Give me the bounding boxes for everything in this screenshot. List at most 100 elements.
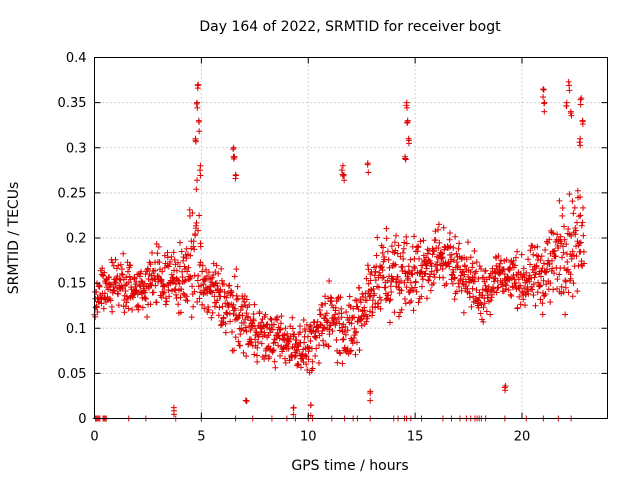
data-point xyxy=(380,244,387,251)
data-point xyxy=(521,285,528,292)
data-point xyxy=(493,289,500,296)
data-point xyxy=(577,142,584,149)
data-point xyxy=(566,191,573,198)
data-point xyxy=(563,241,570,248)
data-point xyxy=(237,342,244,349)
data-point xyxy=(166,293,173,300)
data-point xyxy=(269,326,276,333)
data-point xyxy=(170,249,177,256)
data-point xyxy=(383,225,390,232)
data-point xyxy=(425,277,432,284)
data-point xyxy=(218,277,225,284)
data-point xyxy=(101,269,108,276)
data-point xyxy=(260,323,267,330)
data-point xyxy=(371,290,378,297)
data-point xyxy=(577,135,584,142)
data-point xyxy=(578,222,585,229)
data-point xyxy=(382,284,389,291)
data-point xyxy=(95,299,102,306)
data-point xyxy=(129,306,136,313)
data-point xyxy=(508,293,515,300)
data-point xyxy=(400,255,407,262)
data-point xyxy=(341,344,348,351)
data-point xyxy=(447,256,454,263)
data-point xyxy=(366,293,373,300)
data-point xyxy=(243,397,250,404)
data-point xyxy=(230,144,237,151)
data-point xyxy=(556,271,563,278)
y-axis-title: SRMTID / TECUs xyxy=(6,182,22,295)
data-point xyxy=(554,231,561,238)
data-point xyxy=(357,299,364,306)
data-point xyxy=(184,297,191,304)
data-point xyxy=(349,340,356,347)
data-point xyxy=(397,309,404,316)
data-point xyxy=(336,320,343,327)
data-point xyxy=(462,263,469,270)
data-point xyxy=(234,283,241,290)
data-point xyxy=(576,213,583,220)
data-point xyxy=(264,321,271,328)
data-point xyxy=(263,321,270,328)
data-point xyxy=(527,261,534,268)
data-point xyxy=(183,245,190,252)
data-point xyxy=(92,313,99,320)
data-point xyxy=(252,325,259,332)
data-point xyxy=(352,297,359,304)
x-tick-label: 15 xyxy=(407,430,424,445)
data-point xyxy=(191,246,198,253)
data-point xyxy=(410,307,417,314)
data-point xyxy=(214,282,221,289)
data-point xyxy=(218,265,225,272)
data-point xyxy=(243,328,250,335)
data-point xyxy=(289,325,296,332)
data-point xyxy=(223,294,230,301)
data-point xyxy=(317,311,324,318)
data-point xyxy=(196,118,203,125)
data-point xyxy=(123,299,130,306)
data-point xyxy=(371,272,378,279)
data-point xyxy=(196,212,203,219)
data-point xyxy=(193,100,200,107)
data-point xyxy=(469,285,476,292)
x-tick-label: 20 xyxy=(514,430,531,445)
data-point xyxy=(327,294,334,301)
data-point xyxy=(497,269,504,276)
data-point xyxy=(512,254,519,261)
data-point xyxy=(478,265,485,272)
data-point xyxy=(221,281,228,288)
data-point xyxy=(405,137,412,144)
data-point xyxy=(537,282,544,289)
data-point xyxy=(560,223,567,230)
data-point xyxy=(154,272,161,279)
data-point xyxy=(208,314,215,321)
data-point xyxy=(194,104,201,111)
data-point xyxy=(459,280,466,287)
data-point xyxy=(323,310,330,317)
data-point xyxy=(146,285,153,292)
data-point xyxy=(194,85,201,92)
data-point xyxy=(227,287,234,294)
data-point xyxy=(566,231,573,238)
data-point xyxy=(563,102,570,109)
y-tick-label: 0.35 xyxy=(58,96,87,111)
data-point xyxy=(307,323,314,330)
data-point xyxy=(569,293,576,300)
data-point xyxy=(177,239,184,246)
data-point xyxy=(540,86,547,93)
data-point xyxy=(480,318,487,325)
data-point xyxy=(326,322,333,329)
data-point xyxy=(367,397,374,404)
data-point xyxy=(434,266,441,273)
data-point xyxy=(531,274,538,281)
data-point xyxy=(505,286,512,293)
data-point xyxy=(356,347,363,354)
data-point xyxy=(188,314,195,321)
data-point xyxy=(99,265,106,272)
data-point xyxy=(570,280,577,287)
data-point xyxy=(194,299,201,306)
data-point xyxy=(215,312,222,319)
data-point xyxy=(432,228,439,235)
data-point xyxy=(246,301,253,308)
data-point xyxy=(181,278,188,285)
